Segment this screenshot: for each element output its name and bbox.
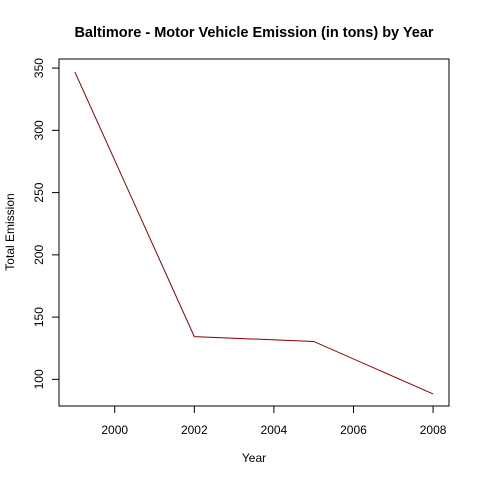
- y-tick-label: 350: [32, 58, 46, 78]
- y-tick-label: 100: [32, 369, 46, 389]
- y-tick-label: 300: [32, 120, 46, 140]
- y-tick-label: 250: [32, 182, 46, 202]
- chart-title: Baltimore - Motor Vehicle Emission (in t…: [74, 25, 433, 41]
- y-axis: 100 150 200 250 300 350: [32, 58, 60, 389]
- x-tick-label: 2006: [340, 423, 367, 437]
- series-layer: [74, 71, 434, 395]
- x-tick-label: 2008: [420, 423, 447, 437]
- x-tick-label: 2004: [261, 423, 288, 437]
- y-axis-label: Total Emission: [3, 193, 17, 270]
- y-tick-label: 150: [32, 307, 46, 327]
- y-tick-label: 200: [32, 245, 46, 265]
- series-line: [74, 71, 434, 395]
- x-tick-label: 2002: [181, 423, 208, 437]
- x-axis: 2000 2002 2004 2006 2008: [101, 405, 447, 437]
- x-axis-label: Year: [242, 451, 266, 465]
- x-tick-label: 2000: [101, 423, 128, 437]
